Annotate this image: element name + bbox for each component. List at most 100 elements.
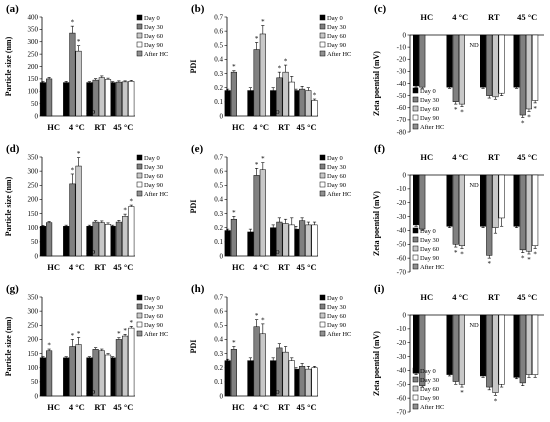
bar-day-90 xyxy=(311,367,318,397)
nd-label: ND xyxy=(86,389,96,396)
y-tick-label: 200 xyxy=(28,336,39,344)
bar-day-30 xyxy=(230,71,237,117)
bar-day-60 xyxy=(75,165,82,257)
bar-day-30 xyxy=(419,314,426,386)
y-tick-label: 100 xyxy=(28,224,39,232)
legend-swatch xyxy=(319,154,326,161)
legend-swatch xyxy=(412,385,419,392)
legend-label: Day 0 xyxy=(144,155,160,162)
y-tick-label: 150 xyxy=(28,75,39,83)
bar-day-90 xyxy=(498,174,505,219)
bar-day-0 xyxy=(513,314,520,378)
y-axis-label: PDI xyxy=(189,200,198,214)
legend-swatch xyxy=(319,163,326,170)
y-tick-label: 200 xyxy=(28,196,39,204)
bar-day-90 xyxy=(128,206,135,257)
y-tick-label: -30 xyxy=(397,213,407,221)
bar-day-90 xyxy=(532,314,539,375)
legend-swatch xyxy=(319,312,326,319)
legend-swatch xyxy=(412,263,419,270)
legend-swatch xyxy=(412,394,419,401)
y-tick-label: -60 xyxy=(397,104,407,112)
nd-label: ND xyxy=(86,109,96,116)
legend-label: Day 90 xyxy=(144,182,163,189)
legend-swatch xyxy=(319,181,326,188)
legend: Day 0 Day 30 Day 60 Day 90 After HC xyxy=(136,14,168,58)
y-axis-label: Particle size (nm) xyxy=(4,36,13,96)
y-tick-label: -60 xyxy=(397,254,407,262)
nd-label: ND xyxy=(469,42,479,49)
bar-day-0 xyxy=(39,226,46,257)
legend-swatch xyxy=(412,245,419,252)
legend-swatch xyxy=(136,163,143,170)
y-tick-label: -10 xyxy=(397,185,407,193)
y-axis-label: PDI xyxy=(189,340,198,354)
bar-day-90 xyxy=(128,81,135,117)
legend-label: After HC xyxy=(420,404,444,411)
bar-day-30 xyxy=(452,174,459,245)
bar-day-60 xyxy=(282,351,289,397)
legend-label: Day 30 xyxy=(420,377,439,384)
legend-swatch xyxy=(136,181,143,188)
bar-day-30 xyxy=(519,314,526,384)
y-tick-label: 0.7 xyxy=(214,293,223,301)
y-tick-label: 0.5 xyxy=(214,42,223,50)
bar-day-90 xyxy=(104,79,112,117)
bar-day-60 xyxy=(98,350,105,397)
y-tick-label: 250 xyxy=(28,182,39,190)
bar-day-60 xyxy=(75,344,82,397)
panel-letter: (g) xyxy=(6,283,19,295)
legend-label: Day 0 xyxy=(327,155,343,162)
y-tick-label: 200 xyxy=(28,63,39,71)
significance-star: * xyxy=(460,250,464,258)
bar-day-0 xyxy=(413,174,420,226)
bar-day-30 xyxy=(115,81,122,117)
significance-star: * xyxy=(255,35,259,43)
bar-day-60 xyxy=(282,71,289,117)
y-tick-label: 50 xyxy=(31,378,39,386)
nd-label: ND xyxy=(270,249,280,256)
y-tick-label: 150 xyxy=(28,210,39,218)
legend-label: Day 60 xyxy=(327,313,346,320)
panel-letter: (e) xyxy=(191,143,204,155)
significance-star: * xyxy=(123,207,127,215)
bar-day-0 xyxy=(446,174,453,227)
bar-day-0 xyxy=(63,226,70,257)
y-tick-label: 150 xyxy=(28,350,39,358)
bar-day-0 xyxy=(480,174,487,227)
category-label: HC xyxy=(232,402,245,412)
significance-star: * xyxy=(527,113,531,121)
legend-swatch xyxy=(412,376,419,383)
legend-swatch xyxy=(136,294,143,301)
bar-day-90 xyxy=(311,224,318,257)
legend-swatch xyxy=(412,87,419,94)
y-tick-label: -70 xyxy=(397,116,407,124)
bar-day-90 xyxy=(128,327,135,397)
legend-swatch xyxy=(319,303,326,310)
chart-panel-7: (g) Particle size (nm) 0 50 100 150 200 250 300 3… xyxy=(4,283,168,412)
legend: Day 0 Day 30 Day 60 Day 90 After HC xyxy=(412,87,444,131)
bar-day-30 xyxy=(46,222,53,257)
bar-day-30 xyxy=(253,49,260,117)
y-tick-label: -60 xyxy=(397,394,407,402)
significance-star: * xyxy=(232,63,236,71)
y-tick-label: -50 xyxy=(397,241,407,249)
legend-label: Day 30 xyxy=(327,24,346,31)
nd-label: ND xyxy=(270,109,280,116)
y-tick-label: 0.5 xyxy=(214,322,223,330)
significance-star: * xyxy=(488,260,492,268)
legend-label: Day 90 xyxy=(420,395,439,402)
legend-label: Day 90 xyxy=(420,115,439,122)
bar-day-30 xyxy=(69,183,76,257)
panel-letter: (d) xyxy=(6,143,20,155)
y-tick-label: 0.7 xyxy=(214,153,223,161)
legend-label: Day 30 xyxy=(144,304,163,311)
legend: Day 0 Day 30 Day 60 Day 90 After HC xyxy=(319,294,351,338)
y-tick-label: 0 xyxy=(35,112,39,120)
bar-day-0 xyxy=(224,360,231,397)
significance-star: * xyxy=(533,250,537,258)
y-tick-label: 0.4 xyxy=(214,56,223,64)
